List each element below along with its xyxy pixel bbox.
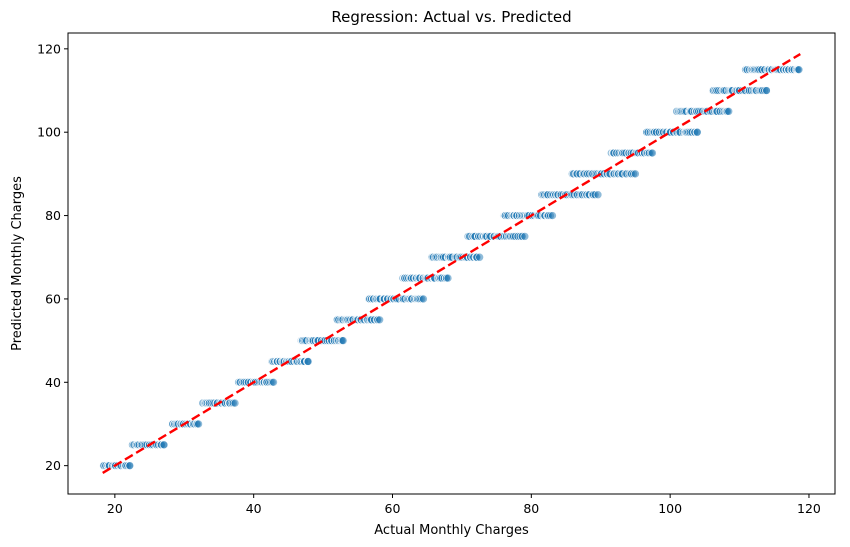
scatter-point-411 [548, 211, 557, 220]
y-tick-label-120: 120 [37, 41, 61, 56]
y-axis-label: Predicted Monthly Charges [10, 176, 25, 351]
scatter-point-49 [159, 440, 169, 450]
scatter-point-73 [194, 419, 203, 429]
scatter-point-127 [269, 377, 278, 387]
y-tick-label-100: 100 [37, 125, 61, 140]
scatter-points [99, 65, 804, 470]
scatter-point-225 [375, 315, 384, 325]
x-tick-label-40: 40 [246, 501, 262, 516]
scatter-point-335 [475, 252, 484, 262]
reference-line-group [102, 53, 801, 474]
x-tick-label-120: 120 [797, 501, 821, 516]
x-tick-label-80: 80 [523, 501, 539, 516]
scatter-point-565 [693, 127, 702, 137]
y-tick-label-20: 20 [45, 458, 61, 473]
scatter-point-191 [338, 336, 348, 345]
scatter-point-23 [125, 461, 135, 470]
scatter-point-157 [303, 357, 313, 366]
y-axis: 20 40 60 80 100 120 [37, 41, 68, 473]
scatter-point-527 [648, 148, 657, 158]
y-tick-label-40: 40 [45, 375, 61, 390]
x-axis: 20 40 60 80 100 120 [107, 494, 821, 516]
scatter-point-451 [593, 190, 603, 200]
scatter-point-685 [794, 65, 804, 74]
scatter-point-643 [762, 86, 771, 95]
scatter-point-265 [419, 294, 428, 304]
y-tick-label-80: 80 [45, 208, 61, 223]
scatter-point-375 [520, 232, 530, 241]
x-tick-label-100: 100 [658, 501, 682, 516]
x-tick-label-60: 60 [385, 501, 401, 516]
x-tick-label-20: 20 [107, 501, 123, 516]
scatter-point-493 [631, 169, 640, 179]
scatter-point-99 [230, 398, 240, 408]
plot-frame [67, 32, 836, 495]
scatter-point-299 [443, 273, 453, 283]
reference-line [102, 53, 801, 474]
x-axis-label: Actual Monthly Charges [374, 523, 529, 538]
scatter-point-603 [724, 107, 734, 116]
y-tick-label-60: 60 [45, 291, 61, 306]
chart-title: Regression: Actual vs. Predicted [331, 8, 571, 26]
